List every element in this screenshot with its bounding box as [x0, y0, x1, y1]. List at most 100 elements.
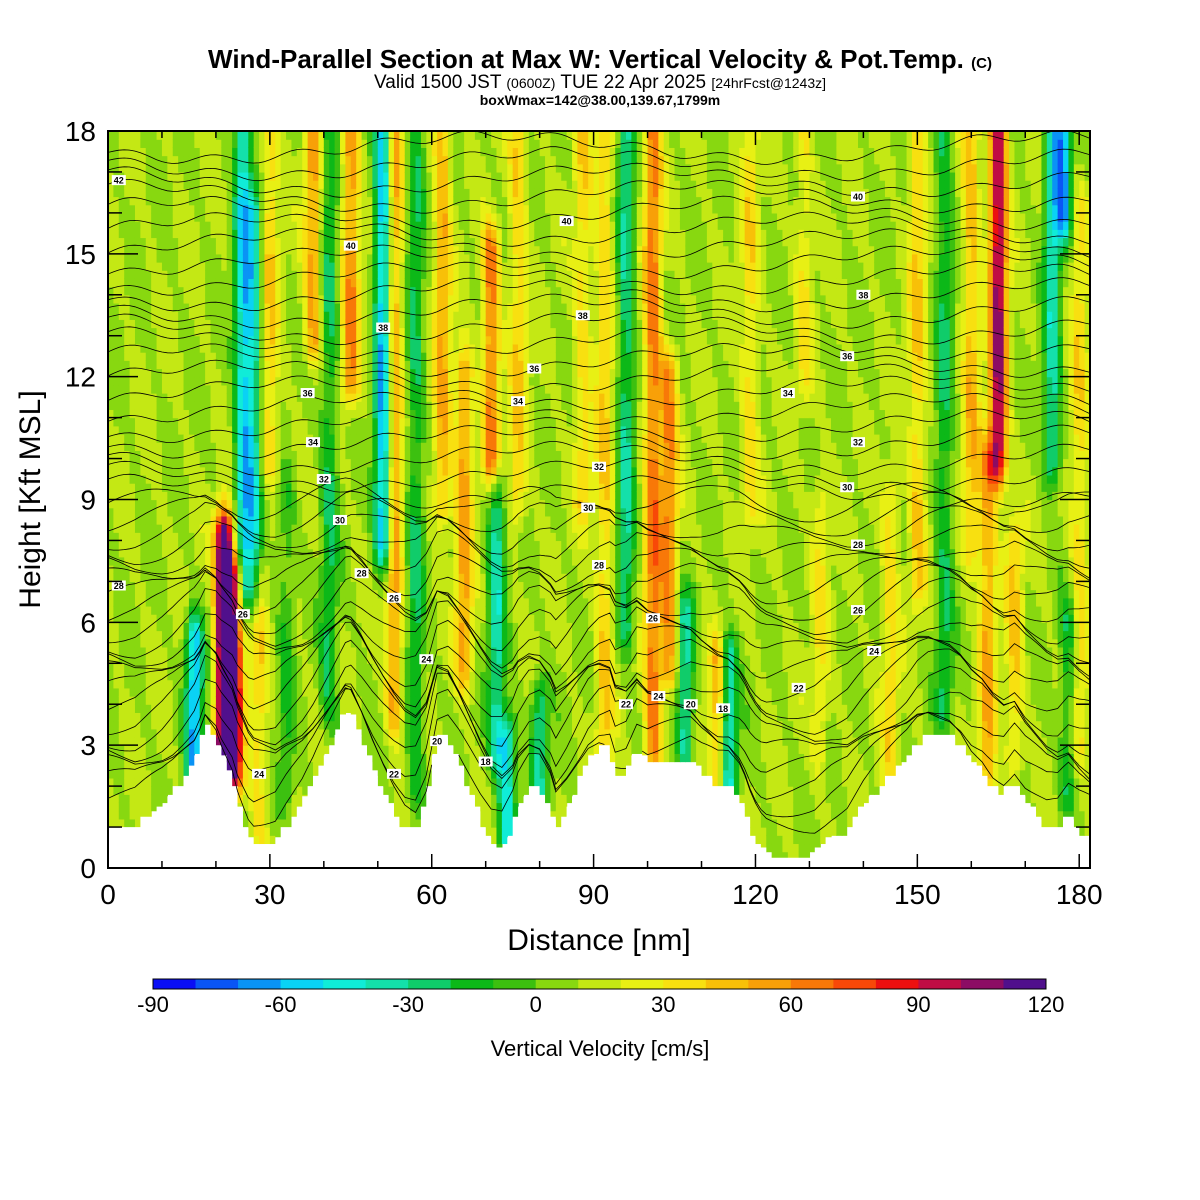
velocity-cell — [108, 376, 114, 386]
velocity-cell — [431, 368, 438, 378]
velocity-cell — [420, 548, 427, 558]
velocity-cell — [108, 491, 114, 501]
velocity-cell — [156, 622, 163, 632]
velocity-cell — [356, 360, 363, 370]
velocity-cell — [350, 196, 357, 206]
velocity-cell — [302, 679, 309, 689]
velocity-cell — [221, 393, 228, 402]
velocity-cell — [113, 212, 120, 222]
velocity-cell — [383, 171, 390, 181]
velocity-cell — [140, 262, 147, 271]
velocity-cell — [286, 777, 293, 787]
velocity-cell — [366, 163, 373, 173]
velocity-cell — [259, 507, 266, 517]
velocity-cell — [124, 376, 131, 386]
velocity-cell — [237, 597, 244, 607]
velocity-cell — [199, 253, 206, 263]
velocity-cell — [356, 155, 363, 165]
velocity-cell — [307, 565, 314, 574]
velocity-cell — [334, 401, 341, 411]
velocity-cell — [296, 270, 303, 279]
velocity-cell — [377, 761, 384, 771]
velocity-cell — [307, 147, 314, 157]
velocity-cell — [366, 425, 373, 435]
velocity-cell — [188, 360, 195, 370]
velocity-cell — [210, 712, 217, 722]
velocity-cell — [145, 597, 152, 607]
velocity-cell — [237, 212, 244, 222]
velocity-cell — [145, 515, 152, 525]
chart-title: Wind-Parallel Section at Max W: Vertical… — [0, 44, 1200, 75]
velocity-cell — [129, 212, 136, 222]
velocity-cell — [426, 720, 433, 730]
velocity-cell — [226, 368, 233, 378]
velocity-cell — [415, 180, 422, 189]
velocity-cell — [242, 646, 249, 656]
velocity-cell — [372, 556, 379, 566]
velocity-cell — [372, 425, 379, 435]
velocity-cell — [134, 270, 141, 279]
velocity-cell — [178, 696, 185, 705]
velocity-cell — [345, 540, 352, 550]
velocity-cell — [178, 245, 185, 255]
velocity-cell — [140, 221, 147, 230]
velocity-cell — [420, 180, 427, 189]
velocity-cell — [275, 597, 282, 607]
velocity-cell — [415, 229, 422, 239]
velocity-cell — [151, 597, 158, 607]
velocity-cell — [113, 671, 120, 681]
velocity-cell — [437, 393, 444, 402]
velocity-cell — [113, 622, 120, 632]
velocity-cell — [167, 442, 174, 451]
velocity-cell — [318, 171, 325, 181]
velocity-cell — [426, 131, 433, 140]
velocity-cell — [205, 319, 212, 329]
velocity-cell — [129, 147, 136, 157]
velocity-cell — [269, 540, 276, 550]
velocity-cell — [377, 384, 384, 394]
velocity-cell — [134, 163, 141, 173]
velocity-cell — [356, 237, 363, 247]
velocity-cell — [253, 524, 260, 533]
velocity-cell — [124, 802, 131, 812]
velocity-cell — [420, 311, 427, 320]
velocity-cell — [140, 556, 147, 566]
velocity-cell — [313, 605, 320, 615]
velocity-cell — [237, 294, 244, 304]
velocity-cell — [291, 810, 298, 820]
velocity-cell — [420, 352, 427, 361]
velocity-cell — [393, 483, 400, 492]
velocity-cell — [194, 147, 201, 157]
velocity-cell — [361, 188, 368, 198]
velocity-cell — [129, 573, 136, 582]
velocity-cell — [286, 532, 293, 542]
velocity-cell — [161, 458, 168, 468]
velocity-cell — [393, 417, 400, 427]
velocity-cell — [286, 818, 293, 828]
velocity-cell — [280, 221, 287, 230]
velocity-cell — [199, 335, 206, 345]
velocity-cell — [291, 646, 298, 656]
velocity-cell — [264, 655, 271, 664]
velocity-cell — [113, 573, 120, 582]
velocity-cell — [415, 581, 422, 591]
velocity-cell — [183, 155, 190, 165]
velocity-cell — [393, 687, 400, 697]
velocity-cell — [113, 515, 120, 525]
velocity-cell — [118, 131, 125, 140]
velocity-cell — [232, 171, 239, 181]
velocity-cell — [118, 212, 125, 222]
velocity-cell — [323, 745, 330, 754]
velocity-cell — [118, 589, 125, 599]
velocity-cell — [280, 425, 287, 435]
velocity-cell — [156, 245, 163, 255]
velocity-cell — [340, 147, 347, 157]
velocity-cell — [215, 736, 222, 746]
velocity-cell — [194, 393, 201, 402]
velocity-cell — [388, 565, 395, 574]
velocity-cell — [151, 499, 158, 509]
velocity-cell — [340, 433, 347, 443]
velocity-cell — [415, 524, 422, 533]
velocity-cell — [178, 188, 185, 198]
velocity-cell — [205, 507, 212, 517]
